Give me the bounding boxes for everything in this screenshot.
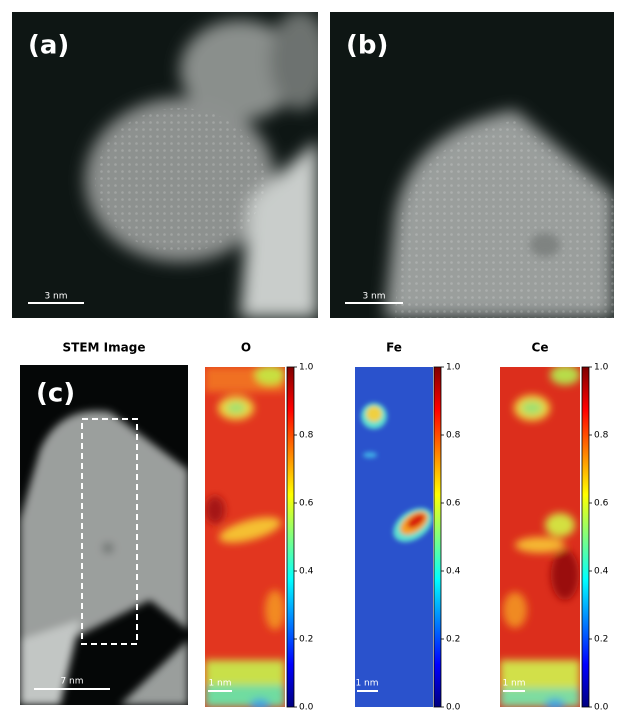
fe-map [355, 367, 439, 707]
page: {"panels":[{"label":"(a)","scale_bar":"3… [0, 0, 627, 711]
tick-label: 0.4 [594, 567, 609, 577]
stem-image [20, 365, 188, 705]
panel-label: (c) [36, 379, 75, 409]
tick-label: 0.4 [446, 567, 461, 577]
tick-label: 0.8 [446, 431, 461, 441]
colorbar [582, 367, 589, 707]
colorbar [434, 367, 441, 707]
panel-label: (a) [28, 31, 69, 61]
scale-bar-label: 1 nm [355, 679, 378, 689]
tick-label: 0.0 [299, 703, 314, 711]
colorbar [287, 367, 294, 707]
scale-bar-label: 3 nm [44, 292, 67, 302]
map-title: O [241, 341, 251, 355]
tick-label: 0.8 [299, 431, 314, 441]
ce-map [500, 365, 580, 711]
tick-label: 1.0 [299, 363, 314, 373]
o-map [205, 365, 285, 711]
tick-label: 0.6 [594, 499, 609, 509]
scale-bar-label: 1 nm [208, 679, 231, 689]
tick-label: 0.4 [299, 567, 314, 577]
map-title: Ce [532, 341, 549, 355]
tick-label: 0.0 [446, 703, 461, 711]
tick-label: 0.2 [299, 635, 313, 645]
scale-bar-label: 7 nm [60, 677, 83, 687]
map-title: Fe [386, 341, 402, 355]
scale-bar-label: 1 nm [502, 679, 525, 689]
tick-label: 1.0 [594, 363, 609, 373]
tick-label: 0.2 [594, 635, 608, 645]
tick-label: 0.0 [594, 703, 609, 711]
panel-label: (b) [346, 31, 388, 61]
map-title: STEM Image [63, 341, 146, 355]
tick-label: 0.6 [446, 499, 461, 509]
tick-label: 0.2 [446, 635, 460, 645]
figure: (a) 3 nm (b) 3 nm STEM Image O Fe Ce (c)… [0, 0, 627, 711]
scale-bar-label: 3 nm [362, 292, 385, 302]
tick-label: 0.8 [594, 431, 609, 441]
tick-label: 1.0 [446, 363, 461, 373]
tick-label: 0.6 [299, 499, 314, 509]
